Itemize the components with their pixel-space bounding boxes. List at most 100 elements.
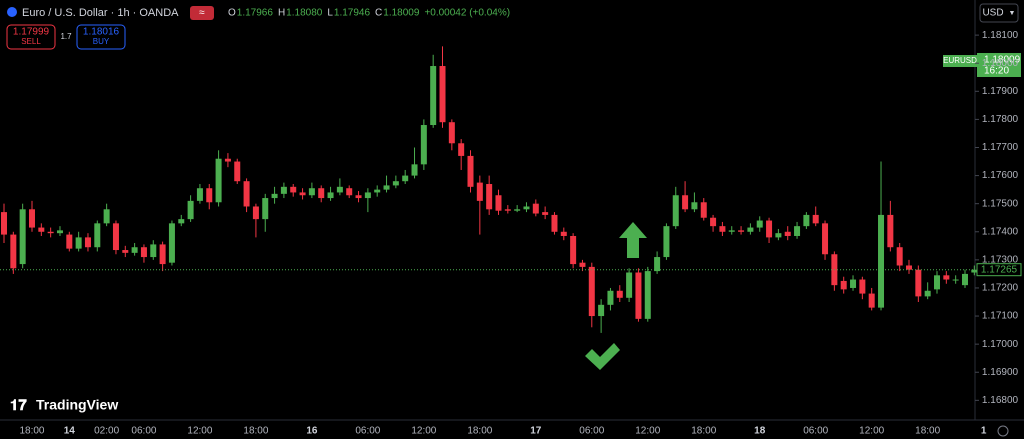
x-tick-label: 18:00 — [915, 426, 940, 437]
candle-body — [355, 195, 362, 199]
candle-body — [542, 212, 549, 215]
ohlc-value: 1.17946 — [334, 8, 371, 19]
candle-body — [588, 266, 595, 317]
candle-body — [308, 188, 315, 196]
price-tag — [977, 53, 1021, 77]
candle-body — [887, 214, 894, 248]
plot-area — [0, 46, 1022, 333]
logo: TradingView — [36, 397, 118, 413]
candle-body — [420, 125, 427, 165]
candle-body — [971, 269, 978, 273]
last-price-box — [976, 263, 1022, 277]
candle-body — [206, 188, 213, 203]
sell-button[interactable] — [6, 24, 56, 50]
ohlc-label: L — [327, 8, 333, 19]
ohlc-label: C — [375, 8, 382, 19]
x-tick-label: 18 — [754, 426, 766, 437]
logo-icon: 𝟏𝟕 — [10, 397, 27, 414]
buy-button[interactable] — [76, 24, 126, 50]
candle-body — [94, 223, 101, 248]
x-tick-label: 18:00 — [243, 426, 268, 437]
candle-body — [924, 290, 931, 297]
x-tick-label: 14 — [64, 426, 76, 437]
candle-body — [682, 195, 689, 210]
spread: 1.7 — [60, 32, 72, 41]
symbol-tag — [943, 55, 977, 67]
ohlc-value: 1.17966 — [237, 8, 274, 19]
candle-body — [103, 209, 110, 224]
candle-body — [859, 279, 866, 294]
last-price-label: 1.17265 — [981, 264, 1018, 275]
candle-body — [38, 227, 45, 232]
candle-body — [803, 214, 810, 227]
x-tick-label: 12:00 — [187, 426, 212, 437]
candle-body — [56, 230, 63, 234]
sell-price: 1.17999 — [13, 27, 50, 38]
x-tick-label: 06:00 — [355, 426, 380, 437]
settings-icon[interactable] — [997, 425, 1009, 437]
candle-body — [1, 212, 7, 235]
live-badge[interactable] — [190, 6, 214, 20]
y-tick-label: 1.17100 — [982, 311, 1019, 322]
candle-body — [10, 234, 17, 269]
x-tick-label: 02:00 — [94, 426, 119, 437]
candle-body — [467, 155, 474, 187]
x-tick-label: 1 — [981, 426, 987, 437]
candle-body — [19, 209, 26, 265]
x-tick-label: 12:00 — [859, 426, 884, 437]
candle-body — [560, 231, 567, 236]
x-tick-label: 18:00 — [691, 426, 716, 437]
up-arrow — [619, 222, 647, 258]
candle-body — [299, 192, 306, 196]
candle-body — [607, 290, 614, 305]
y-tick-label: 1.17000 — [982, 339, 1019, 350]
candle-body — [476, 182, 483, 201]
candle-body — [906, 265, 913, 270]
candle-body — [551, 214, 558, 232]
y-tick-label: 1.17700 — [982, 142, 1019, 153]
candle-body — [710, 217, 717, 227]
candle-body — [168, 223, 175, 263]
change: +0.00042 (+0.04%) — [424, 8, 510, 19]
candle-body — [504, 209, 511, 211]
candle-body — [318, 188, 325, 199]
candle-body — [663, 226, 670, 258]
y-tick-label: 1.17200 — [982, 283, 1019, 294]
candle-body — [644, 271, 651, 319]
candle-body — [402, 175, 409, 182]
currency-button[interactable] — [979, 3, 1019, 23]
candle-body — [140, 247, 147, 258]
symbol-tag-text: EURUSD — [943, 56, 977, 65]
candle-body — [336, 186, 343, 193]
candle-body — [486, 184, 493, 210]
y-tick-label: 1.16800 — [982, 395, 1019, 406]
candle-body — [570, 235, 577, 265]
candle-body — [952, 279, 959, 281]
candle-body — [271, 193, 278, 199]
candle-body — [411, 164, 418, 176]
x-tick-label: 16 — [306, 426, 318, 437]
check-mark — [585, 343, 620, 370]
ohlc-value: 1.18009 — [383, 8, 420, 19]
candle-body — [794, 226, 801, 236]
candle-body — [187, 200, 194, 220]
y-tick-label: 1.17600 — [982, 170, 1019, 181]
x-tick-label: 18:00 — [467, 426, 492, 437]
candle-body — [514, 209, 521, 211]
candle-body — [215, 158, 222, 203]
candle-body — [822, 223, 829, 255]
candle-body — [672, 195, 679, 227]
ohlc-label: H — [278, 8, 285, 19]
sell-label: SELL — [21, 37, 41, 46]
candle-body — [224, 158, 231, 162]
candle-body — [112, 223, 119, 251]
y-tick-label: 1.16900 — [982, 367, 1019, 378]
x-tick-label: 12:00 — [411, 426, 436, 437]
candle-body — [392, 181, 399, 186]
candle-body — [961, 273, 968, 286]
candle-body — [775, 233, 782, 238]
y-tick-label: 1.17300 — [982, 255, 1019, 266]
candle-body — [131, 247, 138, 253]
candle-body — [915, 269, 922, 297]
currency: USD — [982, 8, 1003, 19]
